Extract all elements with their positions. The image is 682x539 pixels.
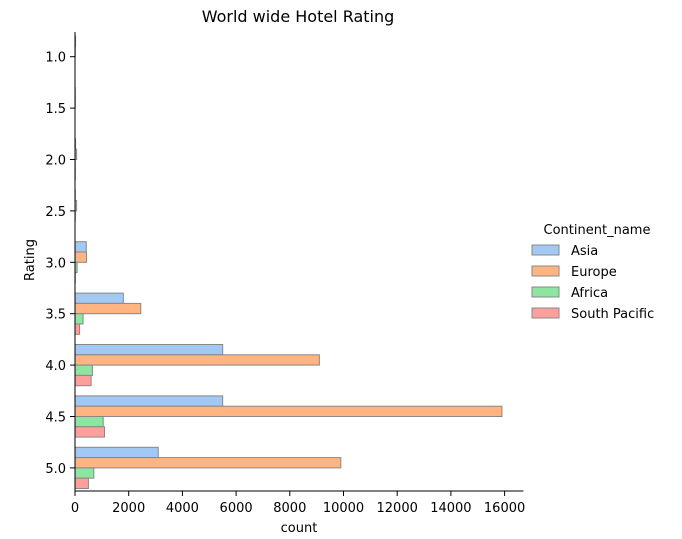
x-tick-label: 16000 xyxy=(484,501,525,516)
x-tick-label: 2000 xyxy=(112,501,145,516)
x-axis: 0 2000 4000 6000 8000 10000 12000 14000 16000 xyxy=(71,490,525,516)
y-tick-label: 1.5 xyxy=(45,102,66,117)
legend-label: Asia xyxy=(571,244,598,259)
x-tick-label: 6000 xyxy=(220,501,253,516)
y-tick-label: 2.5 xyxy=(45,205,66,220)
bar-africa-5.0 xyxy=(74,467,95,479)
y-tick-label: 3.0 xyxy=(45,256,66,271)
legend-swatch xyxy=(531,307,560,319)
y-tick-label: 2.0 xyxy=(45,154,66,169)
bar-europe-4.0 xyxy=(74,354,320,366)
legend-label: South Pacific xyxy=(571,307,654,322)
bars-group xyxy=(74,35,503,490)
bar-south-pacific-3.5 xyxy=(74,323,81,335)
x-tick-label: 4000 xyxy=(166,501,199,516)
bar-asia-4.5 xyxy=(74,395,224,407)
x-axis-label: count xyxy=(281,521,318,536)
legend-swatch xyxy=(531,265,560,277)
x-tick-label: 8000 xyxy=(273,501,306,516)
legend-title: Continent_name xyxy=(544,223,651,238)
bar-africa-4.0 xyxy=(74,364,93,376)
bar-africa-3.5 xyxy=(74,313,84,325)
x-tick-label: 12000 xyxy=(377,501,418,516)
bar-south-pacific-4.0 xyxy=(74,374,92,387)
x-tick-label: 10000 xyxy=(323,501,364,516)
legend-swatch xyxy=(531,286,560,298)
legend-label: Europe xyxy=(571,265,617,280)
bar-south-pacific-5.0 xyxy=(74,477,89,490)
y-tick-label: 3.5 xyxy=(45,308,66,323)
bar-europe-3.0 xyxy=(74,251,88,263)
y-tick-label: 5.0 xyxy=(45,462,66,477)
legend-swatch xyxy=(531,244,560,256)
y-axis-label: Rating xyxy=(23,239,38,281)
bar-asia-3.0 xyxy=(74,241,87,253)
legend-label: Africa xyxy=(571,286,608,301)
legend: Continent_name Asia Europe Africa South Pac… xyxy=(531,223,654,322)
y-tick-label: 4.5 xyxy=(45,411,66,426)
bar-europe-4.5 xyxy=(74,405,503,418)
y-axis: 1.0 1.5 2.0 2.5 3.0 3.5 4.0 4.5 5.0 xyxy=(45,32,76,491)
bar-asia-4.0 xyxy=(74,344,224,356)
bar-south-pacific-4.5 xyxy=(74,426,106,438)
chart-title: World wide Hotel Rating xyxy=(202,7,395,26)
bar-europe-3.5 xyxy=(74,302,142,315)
y-tick-label: 4.0 xyxy=(45,359,66,374)
bar-asia-3.5 xyxy=(74,292,124,304)
y-tick-label: 1.0 xyxy=(45,51,66,66)
bar-asia-5.0 xyxy=(74,446,159,459)
x-tick-label: 0 xyxy=(71,501,79,516)
x-tick-label: 14000 xyxy=(430,501,471,516)
bar-africa-4.5 xyxy=(74,416,104,428)
bar-europe-5.0 xyxy=(74,457,342,469)
